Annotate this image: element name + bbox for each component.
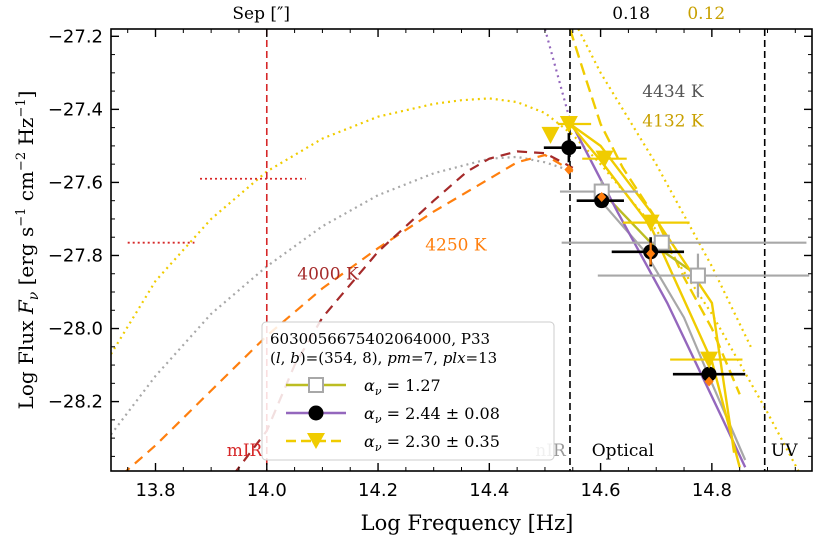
triangle-marker xyxy=(700,351,719,369)
y-tick-label: −27.6 xyxy=(48,172,103,193)
legend-title-line2: (l, b)=(354, 8), pm=7, plx=13 xyxy=(270,349,497,367)
band-label: mIR xyxy=(227,441,264,461)
fit-lines xyxy=(568,119,747,468)
y-tick-label: −28.2 xyxy=(48,392,103,413)
data-point-diamond-2 xyxy=(646,242,656,265)
y-tick-label: −27.8 xyxy=(48,245,103,266)
data-point-triangle-down-1 xyxy=(557,115,592,133)
data-point-square-2 xyxy=(597,253,810,298)
top-label: 0.12 xyxy=(687,4,725,24)
data-point-diamond-1 xyxy=(597,192,607,203)
square-marker xyxy=(689,267,706,284)
diamond-marker xyxy=(564,164,574,175)
upper-limits xyxy=(127,177,306,244)
legend-label-2: αν = 2.44 ± 0.08 xyxy=(364,404,500,426)
triangle-marker xyxy=(595,150,614,168)
temperature-label: 4000 K xyxy=(297,265,359,285)
triangle-marker xyxy=(541,126,560,144)
legend-label-1: αν = 1.27 xyxy=(364,376,441,398)
data-point-diamond-3 xyxy=(704,376,714,387)
model-curve-6 xyxy=(577,29,752,348)
diamond-marker xyxy=(646,248,656,259)
temperature-label: 4132 K xyxy=(642,111,704,131)
circle-marker xyxy=(701,366,717,382)
legend-marker-triangle xyxy=(307,433,325,449)
legend-label-3: αν = 2.30 ± 0.35 xyxy=(364,432,500,454)
fit-line-3 xyxy=(569,123,741,468)
y-tick-label: −27.4 xyxy=(48,99,103,120)
x-tick-label: 14.0 xyxy=(247,480,287,501)
band-label: Optical xyxy=(592,441,654,461)
legend-entry-circle: αν = 2.44 ± 0.08 xyxy=(286,404,500,426)
fit-line-2 xyxy=(568,119,747,468)
data-point-triangle-down-2 xyxy=(582,150,627,168)
model-curve-5 xyxy=(568,29,741,395)
x-tick-label: 14.8 xyxy=(692,480,732,501)
diamond-marker xyxy=(704,376,714,387)
top-label: 0.18 xyxy=(612,4,650,24)
legend-frame xyxy=(261,321,555,461)
data-point-triangle-down-4 xyxy=(670,351,743,369)
data-point-diamond-0 xyxy=(564,164,574,175)
triangle-marker xyxy=(641,214,660,232)
circle-marker xyxy=(561,140,577,156)
model-curve-2 xyxy=(124,153,574,471)
data-point-circle-0 xyxy=(543,133,582,163)
data-point-square-1 xyxy=(561,234,807,251)
square-marker xyxy=(653,234,670,251)
x-tick-label: 14.6 xyxy=(581,480,621,501)
band-label: UV xyxy=(771,441,798,461)
legend-marker-circle xyxy=(308,405,324,421)
data-point-triangle-down-3 xyxy=(622,214,690,232)
legend-entry-triangle: αν = 2.30 ± 0.35 xyxy=(286,432,500,454)
x-tick-label: 14.4 xyxy=(469,480,509,501)
diamond-marker xyxy=(597,192,607,203)
model-curves xyxy=(111,29,800,471)
top-label: Sep [″] xyxy=(232,4,290,24)
temperature-label: 4250 K xyxy=(425,236,487,256)
model-curve-4 xyxy=(543,29,572,121)
x-tick-label: 13.8 xyxy=(135,480,175,501)
data-point-triangle-down-0 xyxy=(541,126,560,144)
y-tick-label: −28.0 xyxy=(48,319,103,340)
x-tick-label: 14.2 xyxy=(358,480,398,501)
x-axis-title: Log Frequency [Hz] xyxy=(361,511,574,535)
fit-line-4 xyxy=(569,123,736,453)
temperature-label: 4434 K xyxy=(642,82,704,102)
data-points xyxy=(541,115,810,387)
axes: 13.8 14.0 14.2 14.4 14.6 14.8 −27.2 −27.4 −27.6 −… xyxy=(48,26,813,501)
legend: 6030056675402064000, P33 (l, b)=(354, 8)… xyxy=(261,321,555,461)
triangle-marker xyxy=(559,115,578,133)
y-tick-label: −27.2 xyxy=(48,26,103,47)
legend-title-line1: 6030056675402064000, P33 xyxy=(270,330,490,348)
y-axis-title: Log Flux Fν [erg s−1 cm−2 Hz−1] xyxy=(14,91,42,410)
legend-marker-square xyxy=(308,377,324,393)
legend-entry-square: αν = 1.27 xyxy=(286,376,441,398)
